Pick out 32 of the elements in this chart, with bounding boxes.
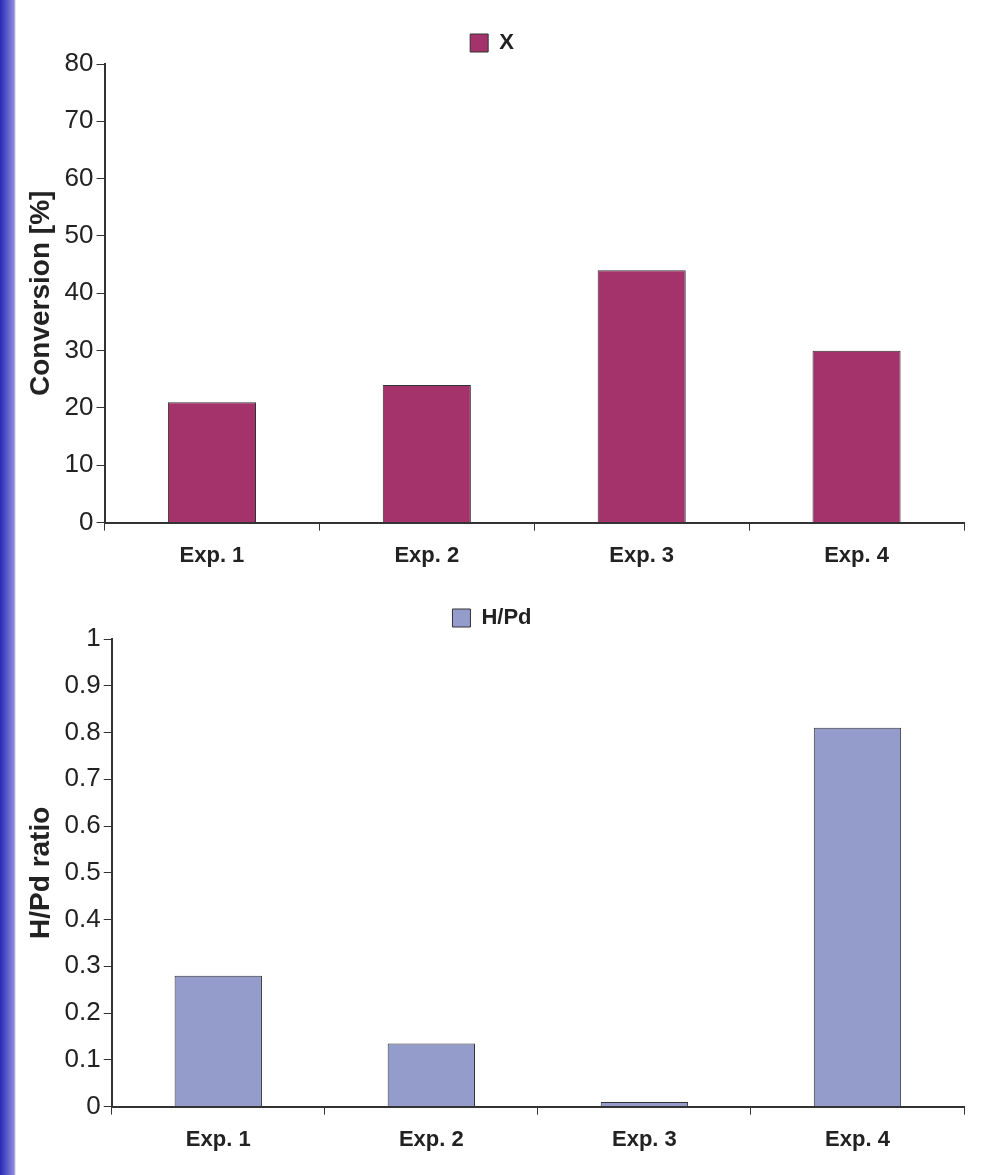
legend-label: X	[499, 29, 515, 55]
y-tick-label: 0.4	[64, 902, 101, 933]
y-tick-label: 60	[64, 161, 94, 192]
y-tick-label: 40	[64, 276, 94, 307]
y-tick-label: 0.2	[64, 996, 101, 1027]
y-tick-label: 30	[64, 333, 94, 364]
y-tick-label: 0.3	[64, 949, 101, 980]
x-tick-label: Exp. 1	[185, 1125, 251, 1151]
y-tick-label: 20	[64, 391, 94, 422]
y-tick-label: 0	[86, 1089, 101, 1120]
y-tick-label: 0.6	[64, 809, 101, 840]
x-tick-label: Exp. 2	[398, 1125, 464, 1151]
y-axis-title: Conversion [%]	[23, 190, 55, 396]
y-tick-label: 0.8	[64, 715, 101, 746]
y-tick-label: 80	[64, 47, 94, 78]
x-tick-label: Exp. 4	[824, 541, 890, 567]
y-tick-label: 70	[64, 104, 94, 135]
y-axis-title: H/Pd ratio	[23, 806, 55, 939]
y-tick-label: 1	[86, 622, 101, 653]
x-tick-label: Exp. 3	[612, 1125, 677, 1151]
y-tick-label: 0.9	[64, 668, 101, 699]
y-tick-label: 0	[79, 505, 94, 536]
y-tick-label: 10	[64, 448, 94, 479]
x-tick-label: Exp. 1	[179, 541, 245, 567]
y-tick-label: 0.1	[64, 1043, 101, 1074]
y-tick-label: 50	[64, 219, 94, 250]
y-tick-label: 0.5	[64, 855, 101, 886]
y-tick-label: 0.7	[64, 762, 101, 793]
legend-label: H/Pd	[481, 604, 532, 630]
x-tick-label: Exp. 4	[825, 1125, 891, 1151]
x-tick-label: Exp. 2	[394, 541, 460, 567]
x-tick-label: Exp. 3	[609, 541, 675, 567]
